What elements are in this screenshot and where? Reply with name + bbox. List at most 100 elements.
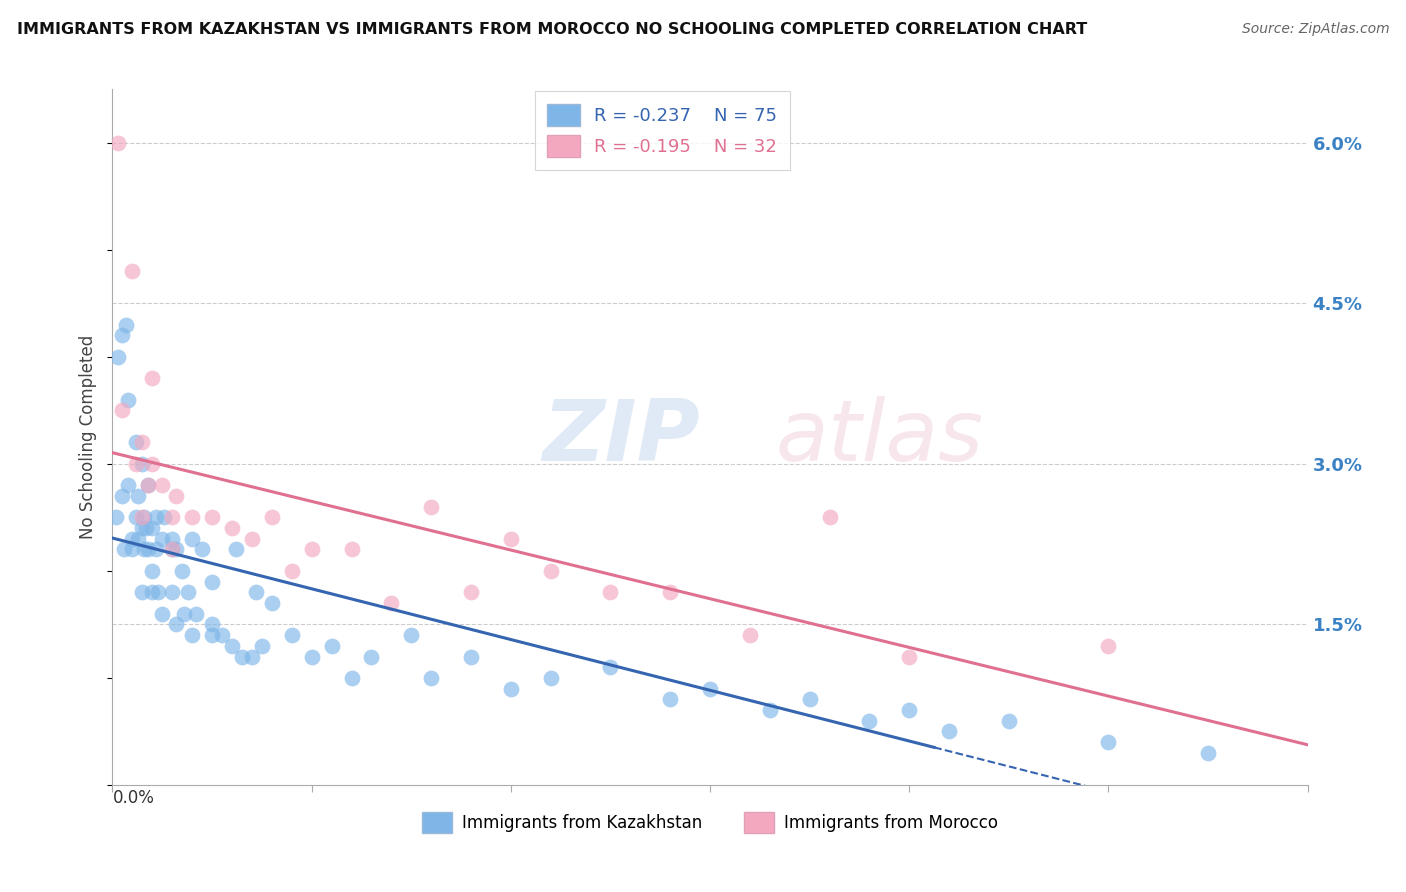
Point: [738, 628, 761, 642]
Point: [145, 542, 167, 557]
Point: [150, 478, 173, 492]
Point: [460, 649, 482, 664]
Point: [221, 521, 243, 535]
Point: [150, 607, 173, 621]
Point: [260, 596, 283, 610]
Point: [201, 628, 224, 642]
Point: [131, 435, 153, 450]
Point: [240, 649, 263, 664]
Point: [211, 628, 233, 642]
Point: [162, 510, 183, 524]
Point: [460, 585, 482, 599]
Point: [225, 542, 247, 557]
Point: [121, 264, 143, 278]
Point: [111, 328, 134, 343]
Text: Source: ZipAtlas.com: Source: ZipAtlas.com: [1241, 22, 1389, 37]
Point: [540, 671, 562, 685]
Point: [799, 692, 821, 706]
Point: [141, 371, 163, 385]
Point: [1097, 639, 1119, 653]
Point: [938, 724, 960, 739]
Point: [499, 681, 522, 696]
Point: [818, 510, 841, 524]
Point: [659, 692, 682, 706]
Point: [107, 350, 129, 364]
Point: [1097, 735, 1119, 749]
Point: [121, 542, 143, 557]
Point: [165, 489, 187, 503]
Point: [131, 457, 153, 471]
Legend: Immigrants from Kazakhstan, Immigrants from Morocco: Immigrants from Kazakhstan, Immigrants f…: [415, 805, 1005, 839]
Point: [172, 564, 194, 578]
Point: [127, 532, 149, 546]
Point: [340, 542, 363, 557]
Point: [898, 649, 921, 664]
Point: [191, 542, 214, 557]
Point: [380, 596, 402, 610]
Point: [499, 532, 522, 546]
Point: [111, 403, 134, 417]
Y-axis label: No Schooling Completed: No Schooling Completed: [79, 335, 97, 539]
Point: [121, 532, 143, 546]
Point: [125, 457, 148, 471]
Text: 0.0%: 0.0%: [112, 789, 155, 807]
Point: [125, 510, 148, 524]
Point: [105, 510, 128, 524]
Point: [201, 510, 224, 524]
Point: [340, 671, 363, 685]
Point: [125, 435, 148, 450]
Point: [221, 639, 243, 653]
Point: [141, 521, 163, 535]
Point: [162, 585, 183, 599]
Point: [117, 392, 139, 407]
Point: [141, 564, 163, 578]
Point: [162, 532, 183, 546]
Point: [181, 510, 204, 524]
Point: [162, 542, 183, 557]
Point: [898, 703, 921, 717]
Point: [131, 585, 153, 599]
Point: [115, 318, 138, 332]
Point: [134, 510, 156, 524]
Point: [165, 542, 187, 557]
Point: [131, 521, 153, 535]
Point: [281, 564, 304, 578]
Point: [145, 510, 167, 524]
Point: [117, 478, 139, 492]
Point: [360, 649, 382, 664]
Point: [420, 671, 443, 685]
Point: [201, 574, 224, 589]
Point: [162, 542, 183, 557]
Point: [231, 649, 253, 664]
Point: [135, 521, 157, 535]
Point: [1197, 746, 1219, 760]
Point: [659, 585, 682, 599]
Point: [699, 681, 721, 696]
Point: [301, 542, 323, 557]
Point: [141, 457, 163, 471]
Point: [245, 585, 267, 599]
Point: [131, 510, 153, 524]
Point: [150, 532, 173, 546]
Point: [281, 628, 304, 642]
Point: [420, 500, 443, 514]
Point: [186, 607, 208, 621]
Point: [201, 617, 224, 632]
Text: IMMIGRANTS FROM KAZAKHSTAN VS IMMIGRANTS FROM MOROCCO NO SCHOOLING COMPLETED COR: IMMIGRANTS FROM KAZAKHSTAN VS IMMIGRANTS…: [17, 22, 1087, 37]
Point: [240, 532, 263, 546]
Point: [998, 714, 1021, 728]
Point: [540, 564, 562, 578]
Text: ZIP: ZIP: [543, 395, 700, 479]
Text: atlas: atlas: [776, 395, 984, 479]
Point: [181, 628, 204, 642]
Point: [858, 714, 880, 728]
Point: [127, 489, 149, 503]
Point: [599, 585, 621, 599]
Point: [401, 628, 423, 642]
Point: [111, 489, 134, 503]
Point: [114, 542, 135, 557]
Point: [148, 585, 170, 599]
Point: [181, 532, 204, 546]
Point: [165, 617, 187, 632]
Point: [250, 639, 273, 653]
